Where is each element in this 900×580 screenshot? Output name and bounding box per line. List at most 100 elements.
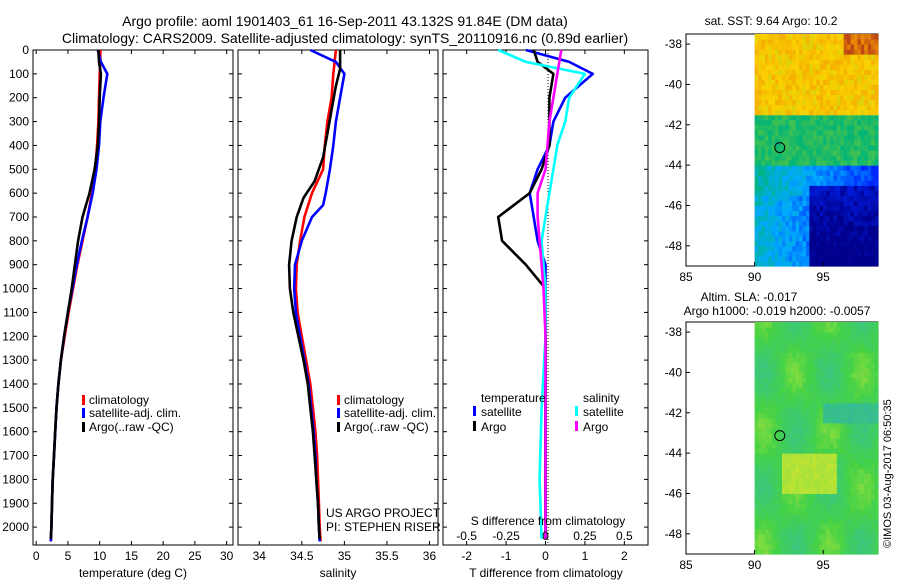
- map-cell: [826, 185, 831, 191]
- map-cell: [874, 503, 879, 510]
- map-cell: [836, 139, 841, 146]
- map-cell: [819, 129, 824, 136]
- map-cell: [826, 448, 831, 454]
- map-cell: [806, 134, 810, 141]
- map-cell: [788, 240, 793, 247]
- map-cell: [830, 49, 834, 55]
- map-cell: [792, 458, 797, 464]
- map-cell: [764, 235, 769, 242]
- map-cell: [806, 463, 810, 469]
- map-cell: [830, 498, 834, 505]
- map-cell: [812, 250, 817, 257]
- map-cell: [812, 235, 817, 242]
- map-cell: [809, 39, 814, 45]
- map-cell: [836, 225, 841, 232]
- map-cell: [806, 453, 810, 459]
- map-cell: [788, 448, 793, 454]
- map-cell: [792, 150, 797, 156]
- map-cell: [867, 165, 872, 171]
- map-cell: [761, 139, 766, 146]
- map-cell: [782, 109, 786, 116]
- map-cell: [782, 327, 786, 333]
- map-cell: [809, 240, 814, 247]
- map-cell: [771, 538, 776, 545]
- map-cell: [812, 448, 817, 454]
- map-cell: [854, 543, 858, 550]
- map-cell: [857, 220, 862, 227]
- map-cell: [823, 195, 828, 201]
- map-cell: [795, 129, 800, 136]
- map-cell: [847, 44, 852, 50]
- map-cell: [864, 549, 869, 555]
- map-cell: [792, 250, 797, 257]
- map-cell: [758, 261, 762, 267]
- map-cell: [771, 64, 776, 70]
- map-cell: [833, 145, 838, 151]
- map-cell: [857, 402, 862, 409]
- map-cell: [758, 327, 762, 333]
- map-cell: [826, 332, 831, 338]
- map-cell: [816, 372, 821, 378]
- map-cell: [809, 453, 814, 459]
- map-cell: [857, 392, 862, 399]
- map-cell: [864, 327, 869, 333]
- map-cell: [864, 473, 869, 479]
- map-cell: [854, 342, 858, 348]
- map-cell: [771, 422, 776, 429]
- map-cell: [764, 543, 769, 550]
- map-cell: [771, 145, 776, 151]
- map-cell: [758, 119, 762, 126]
- map-cell: [826, 225, 831, 232]
- map-cell: [836, 160, 841, 166]
- map-cell: [778, 200, 783, 206]
- map-cell: [771, 377, 776, 384]
- map-cell: [758, 533, 762, 540]
- map-cell: [830, 79, 834, 85]
- map-cell: [850, 448, 855, 454]
- map-cell: [833, 200, 838, 206]
- map-cell: [843, 200, 848, 206]
- map-cell: [830, 488, 834, 494]
- map-cell: [812, 139, 817, 146]
- map-cell: [788, 488, 793, 494]
- series-line-argo-raw-qc-: [287, 50, 342, 540]
- map-cell: [874, 362, 879, 368]
- map-cell: [806, 433, 810, 439]
- map-cell: [799, 59, 804, 65]
- map-cell: [792, 124, 797, 131]
- map-cell: [812, 119, 817, 126]
- map-cell: [792, 205, 797, 212]
- map-cell: [864, 44, 869, 50]
- y-tick-label: 1900: [2, 496, 29, 510]
- map-cell: [871, 69, 876, 75]
- map-cell: [823, 165, 828, 171]
- map-cell: [860, 119, 865, 126]
- legend-swatch-satellite-adj: [337, 408, 340, 418]
- map-cell: [860, 417, 865, 424]
- map-cell: [864, 119, 869, 126]
- map-cell: [802, 114, 807, 121]
- map-cell: [778, 513, 783, 520]
- map-cell: [771, 332, 776, 338]
- map-cell: [874, 407, 879, 414]
- map-cell: [850, 508, 855, 515]
- x-tick-label: 15: [125, 549, 139, 563]
- map-cell: [854, 155, 858, 161]
- map-cell: [802, 412, 807, 419]
- map-cell: [785, 185, 790, 191]
- map-cell: [843, 433, 848, 439]
- map-cell: [871, 387, 876, 394]
- map-cell: [799, 433, 804, 439]
- x-tick-label: -1: [501, 549, 512, 563]
- map-cell: [795, 54, 800, 60]
- legend-label-temp-argo: Argo: [481, 420, 507, 434]
- map-cell: [840, 382, 845, 389]
- legend-swatch-climatology: [337, 395, 340, 405]
- map-cell: [833, 240, 838, 247]
- map-cell: [854, 165, 858, 171]
- y-tick-label: 1500: [2, 401, 29, 415]
- map-cell: [816, 109, 821, 116]
- map-cell: [778, 327, 783, 333]
- map-cell: [840, 104, 845, 111]
- map-cell: [823, 94, 828, 101]
